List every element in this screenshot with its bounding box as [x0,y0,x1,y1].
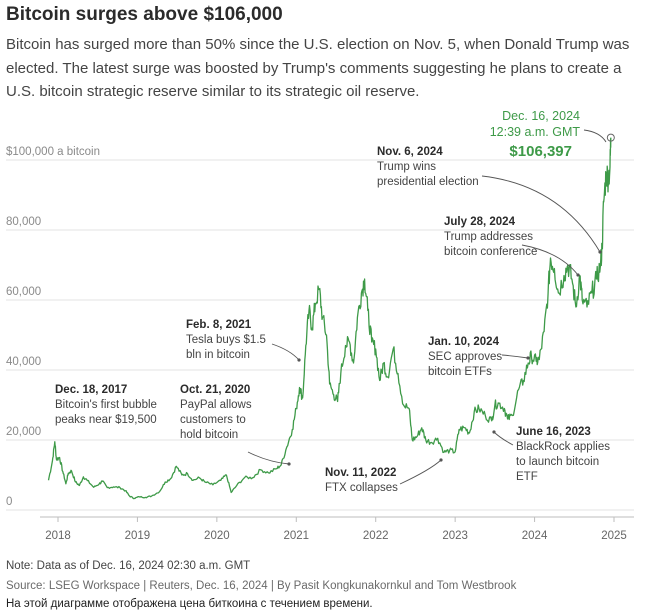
peak-marker [606,133,615,142]
annotation-arrowhead [439,458,443,462]
y-tick-label: $100,000 a bitcoin [6,146,100,158]
annotation: Jan. 10, 2024 SEC approves bitcoin ETFs [428,336,530,378]
y-tick-label: 40,000 [6,356,41,368]
price-series [47,137,612,500]
annotation-text: presidential election [377,176,479,188]
y-tick-label: 0 [6,496,12,508]
annotation-arrowhead [492,430,496,434]
peak-value: $106,397 [509,143,572,160]
annotation-arrowhead [526,356,530,360]
chart-title: Bitcoin surges above $106,000 [6,4,283,25]
annotation-text: Trump addresses [444,231,533,243]
annotation: Oct. 21, 2020 PayPal allows customers to ho… [180,384,291,466]
annotation-text: bln in bitcoin [186,349,250,361]
annotation: June 16, 2023 BlackRock applies to launch … [492,426,610,483]
annotation-heading: Oct. 21, 2020 [180,384,250,396]
annotation-arrowhead [576,273,580,277]
x-tick-label: 2022 [363,530,389,542]
data-note: Note: Data as of Dec. 16, 2024 02:30 a.m… [6,560,251,572]
x-axis: 2018 2019 2020 2021 2022 2023 2024 2025 [40,516,634,542]
price-line [47,137,612,500]
peak-time: 12:39 a.m. GMT [490,125,581,139]
annotation-heading: Feb. 8, 2021 [186,319,252,331]
annotation: Nov. 6, 2024 Trump wins presidential elect… [377,146,602,254]
y-tick-label: 60,000 [6,286,41,298]
annotation-heading: Nov. 6, 2024 [377,146,443,158]
x-tick-label: 2024 [522,530,548,542]
annotation-heading: Dec. 18, 2017 [55,384,127,396]
chart-caption: На этой диаграмме отображена цена биткои… [6,598,373,610]
annotation-text: BlackRock applies [516,441,610,453]
y-tick-label: 80,000 [6,216,41,228]
y-tick-label: 20,000 [6,426,41,438]
x-tick-label: 2020 [204,530,230,542]
annotation-heading: July 28, 2024 [444,216,516,228]
annotation-arrow [247,451,290,465]
annotation-arrowhead [287,462,291,466]
annotation-arrowhead [297,358,301,362]
x-tick-label: 2019 [125,530,151,542]
annotation-text: Trump wins [377,161,436,173]
annotation-text: to launch bitcoin [516,456,599,468]
x-tick-label: 2025 [601,530,627,542]
peak-date: Dec. 16, 2024 [502,109,580,123]
annotation-arrow [271,343,300,361]
chart-subtitle: Bitcoin has surged more than 50% since t… [6,36,630,100]
x-tick-label: 2018 [45,530,71,542]
annotation-heading: Nov. 11, 2022 [325,467,396,479]
annotation-text: Tesla buys $1.5 [186,334,266,346]
annotation-text: bitcoin ETFs [428,366,492,378]
annotation-text: hold bitcoin [180,429,238,441]
peak-callout: Dec. 16, 2024 12:39 a.m. GMT $106,397 [490,109,615,160]
annotation-text: ETF [516,471,538,483]
annotation-arrow [493,431,514,446]
annotation-arrow [521,244,579,276]
annotation: Nov. 11, 2022 FTX collapses [325,458,443,494]
annotation: Dec. 18, 2017 Bitcoin's first bubble peaks… [55,384,157,426]
annotation-text: customers to [180,414,246,426]
annotation-text: PayPal allows [180,399,252,411]
annotation-text: bitcoin conference [444,246,537,258]
annotation-text: peaks near $19,500 [55,414,157,426]
annotation-arrowhead [598,250,602,254]
annotation-heading: Jan. 10, 2024 [428,336,500,348]
annotation-heading: June 16, 2023 [516,426,591,438]
annotations: Dec. 18, 2017 Bitcoin's first bubble peaks… [55,109,615,494]
annotation-arrow [399,459,442,485]
annotation-text: SEC approves [428,351,502,363]
x-tick-label: 2021 [283,530,309,542]
annotation-text: FTX collapses [325,482,398,494]
source-credit: Source: LSEG Workspace | Reuters, Dec. 1… [6,580,517,592]
peak-arrow [583,129,607,143]
annotation: July 28, 2024 Trump addresses bitcoin conf… [444,216,580,277]
x-tick-label: 2023 [442,530,468,542]
annotation-arrow [501,354,529,359]
annotation: Feb. 8, 2021 Tesla buys $1.5 bln in bitcoi… [186,319,301,362]
annotation-arrow [481,175,601,253]
annotation-text: Bitcoin's first bubble [55,399,157,411]
